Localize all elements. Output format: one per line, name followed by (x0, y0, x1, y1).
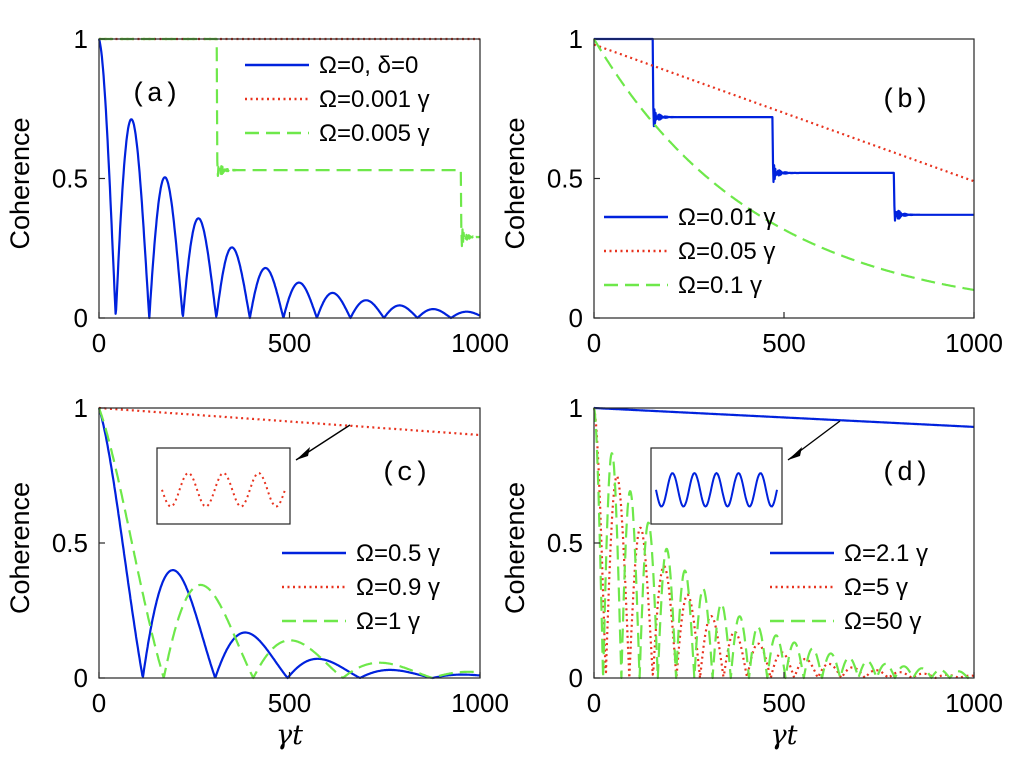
legend-label-1: Ω=0.001 γ (319, 86, 430, 113)
y-axis-label: Coherence (500, 482, 530, 614)
x-tick-label: 1000 (451, 688, 509, 718)
inset-frame (156, 447, 291, 525)
y-axis-label: Coherence (5, 482, 35, 614)
legend-label-2: Ω=0.005 γ (319, 120, 430, 147)
x-tick-label: 0 (587, 328, 601, 358)
y-tick-label: 1 (569, 24, 583, 54)
series-line-1 (592, 407, 975, 680)
series-line-0 (593, 406, 975, 428)
panel-d: 0 500 1000 0 0.5 1 Coherence γt (d) Ω=2.1 γ Ω=5 γ Ω… (500, 393, 1003, 751)
series-line-2 (97, 407, 481, 680)
y-tick-label: 0 (569, 303, 583, 333)
legend-label-2: Ω=0.1 γ (678, 272, 762, 299)
x-tick-label: 1000 (945, 688, 1003, 718)
legend-label-0: Ω=0.01 γ (678, 204, 775, 231)
legend-label-2: Ω=50 γ (844, 608, 921, 635)
y-tick-label: 1 (569, 393, 583, 423)
axes-frame (593, 38, 975, 319)
y-tick-label: 0.5 (547, 164, 583, 194)
y-tick-label: 1 (74, 24, 88, 54)
legend-label-1: Ω=0.9 γ (356, 574, 440, 601)
panel-label: (b) (881, 86, 930, 116)
y-tick-label: 0 (74, 303, 88, 333)
y-tick-label: 0.5 (52, 528, 88, 558)
panel-label: (d) (881, 459, 930, 489)
panel-label: (a) (131, 80, 180, 110)
series-line-2 (592, 407, 975, 680)
x-tick-label: 500 (268, 328, 311, 358)
inset-frame (650, 447, 783, 525)
inset-curve (655, 471, 778, 508)
x-axis-label: γt (276, 720, 303, 751)
inset-arrow-head (296, 447, 310, 460)
x-axis-label: γt (771, 720, 798, 751)
y-tick-label: 0.5 (547, 528, 583, 558)
panel-b: 0 500 1000 0 0.5 1 Coherence (b) Ω=0.01 γ Ω=0.05 … (500, 24, 1003, 358)
x-tick-label: 0 (92, 688, 106, 718)
x-tick-label: 1000 (945, 328, 1003, 358)
panel-c: 0 500 1000 0 0.5 1 Coherence γt (c) Ω=0.5 γ Ω=0.9 … (5, 393, 509, 751)
y-tick-label: 0 (74, 663, 88, 693)
panel-label: (c) (381, 459, 430, 489)
x-tick-label: 0 (587, 688, 601, 718)
x-tick-label: 500 (268, 688, 311, 718)
x-tick-label: 500 (762, 688, 805, 718)
series-line-0 (593, 37, 975, 222)
y-axis-label: Coherence (5, 117, 35, 249)
legend-label-2: Ω=1 γ (356, 608, 420, 635)
series-line-1 (98, 406, 481, 437)
inset-d (650, 420, 841, 525)
y-axis-label: Coherence (500, 117, 530, 249)
legend-label-0: Ω=0, δ=0 (319, 52, 418, 79)
x-tick-label: 1000 (451, 328, 509, 358)
legend-label-0: Ω=0.5 γ (356, 540, 440, 567)
series-line-0 (97, 38, 481, 320)
x-tick-label: 0 (92, 328, 106, 358)
series-line-1 (593, 43, 975, 183)
panel-a: 0 500 1000 0 0.5 1 Coherence (a) Ω=0, δ=0 Ω=0.001… (5, 24, 509, 358)
y-tick-label: 0 (569, 663, 583, 693)
y-tick-label: 0.5 (52, 164, 88, 194)
inset-c (156, 424, 351, 525)
legend-label-1: Ω=5 γ (844, 574, 908, 601)
inset-arrow-head (788, 447, 802, 460)
y-tick-label: 1 (74, 393, 88, 423)
legend-label-1: Ω=0.05 γ (678, 238, 775, 265)
series-line-2 (593, 38, 975, 291)
x-tick-label: 500 (762, 328, 805, 358)
legend-label-0: Ω=2.1 γ (844, 540, 928, 567)
